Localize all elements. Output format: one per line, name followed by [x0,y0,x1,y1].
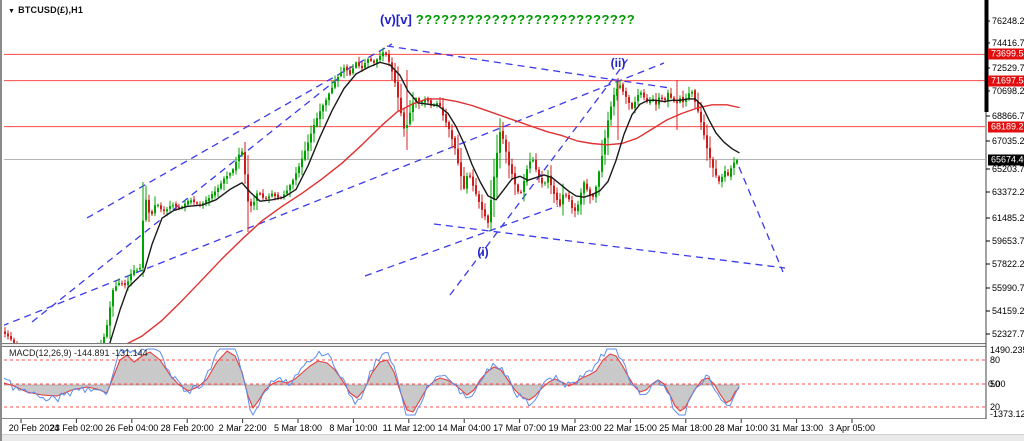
chevron-down-icon[interactable]: ▼ [8,8,16,15]
time-axis-label: 20 Feb 2024 [8,423,60,433]
macd-scale-min: -1373.126 [990,409,1024,419]
price-tick-label: 70698.22 [992,86,1024,96]
oscillator-level-label: 50 [990,379,1001,389]
time-axis-label: 8 Mar 10:00 [329,423,378,433]
candlesticks [4,47,738,344]
time-axis-label: 26 Feb 04:00 [105,423,159,433]
macd-signal-line [4,350,740,413]
price-tick-label: 52327.72 [992,329,1024,339]
time-axis-label: 23 Feb 02:00 [49,423,103,433]
price-tick-label: 68866.72 [992,111,1024,121]
time-axis-label: 11 Mar 12:00 [382,423,435,433]
price-tick-label: 74416.72 [992,38,1024,48]
moving-average-fast [109,61,740,344]
macd-zero-label: 0.00 [988,379,1006,389]
time-axis-label: 17 Mar 07:00 [493,423,547,433]
time-axis-label: 28 Mar 10:00 [714,423,768,433]
trendline-long-support[interactable] [2,62,665,326]
trendline-descending-from-apex[interactable] [386,45,671,89]
symbol-text: BTCUSD(£),H1 [18,5,84,15]
wave-v-bracket-label: [v] [395,12,412,27]
elliott-wave-title: (v)[v]?????????????????????????? [380,12,635,27]
price-tick-label: 63372.22 [992,187,1024,197]
moving-average-slow [125,98,740,344]
time-axis-label: 14 Mar 04:00 [437,423,491,433]
pane-separator[interactable] [2,343,986,344]
price-tick-label: 57822.22 [992,259,1024,269]
price-tick-label: 59653.72 [992,236,1024,246]
main-price-pane[interactable] [2,43,985,354]
trendline-rising-through-i[interactable] [364,205,559,277]
trendline-left-steep-rising[interactable] [31,76,341,323]
price-tick-label: 72529.72 [992,63,1024,73]
oscillator-level-label: 20 [990,402,1001,412]
time-axis-label: 25 Mar 18:00 [659,423,713,433]
price-level-tag: 73699.54 [988,48,1024,60]
price-level-tag: 71697.54 [988,75,1024,87]
time-axis-label: 2 Mar 22:00 [218,423,267,433]
macd-scale-max: 1490.235 [990,345,1024,355]
time-axis-label: 5 Mar 18:00 [273,423,323,433]
price-tick-label: 55990.72 [992,283,1024,293]
window-bottom-strip [2,434,1024,441]
oscillator-level-label: 80 [990,355,1001,365]
time-axis-label: 31 Mar 13:00 [770,423,824,433]
wave-label-ii[interactable]: (ii) [610,56,626,70]
macd-bottom-border [2,418,986,419]
price-tick-label: 67035.22 [992,136,1024,146]
time-axis-label: 22 Mar 15:00 [603,423,657,433]
time-axis-label: 19 Mar 23:00 [548,423,602,433]
macd-fast-blue-line [4,348,740,416]
time-axis-label: 28 Feb 20:00 [160,423,214,433]
price-tick-label: 61485.22 [992,213,1024,223]
current-price-tag: 65674.40 [988,154,1024,166]
time-axis-label: 3 Apr 05:00 [828,423,876,433]
price-axis-scale-bar[interactable] [984,0,989,112]
price-tick-label: 76248.22 [992,16,1024,26]
wave-label-i[interactable]: (i) [477,245,489,259]
symbol-timeframe-label[interactable]: ▼ BTCUSD(£),H1 [8,5,83,15]
wave-v-label: (v) [380,12,396,27]
price-tick-label: 54159.22 [992,306,1024,316]
price-tick-label: 65203.72 [992,164,1024,174]
macd-indicator-label: MACD(12,26,9) -144.891 -131.144 [9,348,148,358]
price-level-tag: 68189.29 [988,121,1024,133]
trendline-projection-down[interactable] [738,166,784,273]
title-question-marks: ?????????????????????????? [415,12,636,27]
trendline-long-desc-through-i[interactable] [433,223,786,269]
macd-indicator-pane[interactable] [4,348,985,416]
